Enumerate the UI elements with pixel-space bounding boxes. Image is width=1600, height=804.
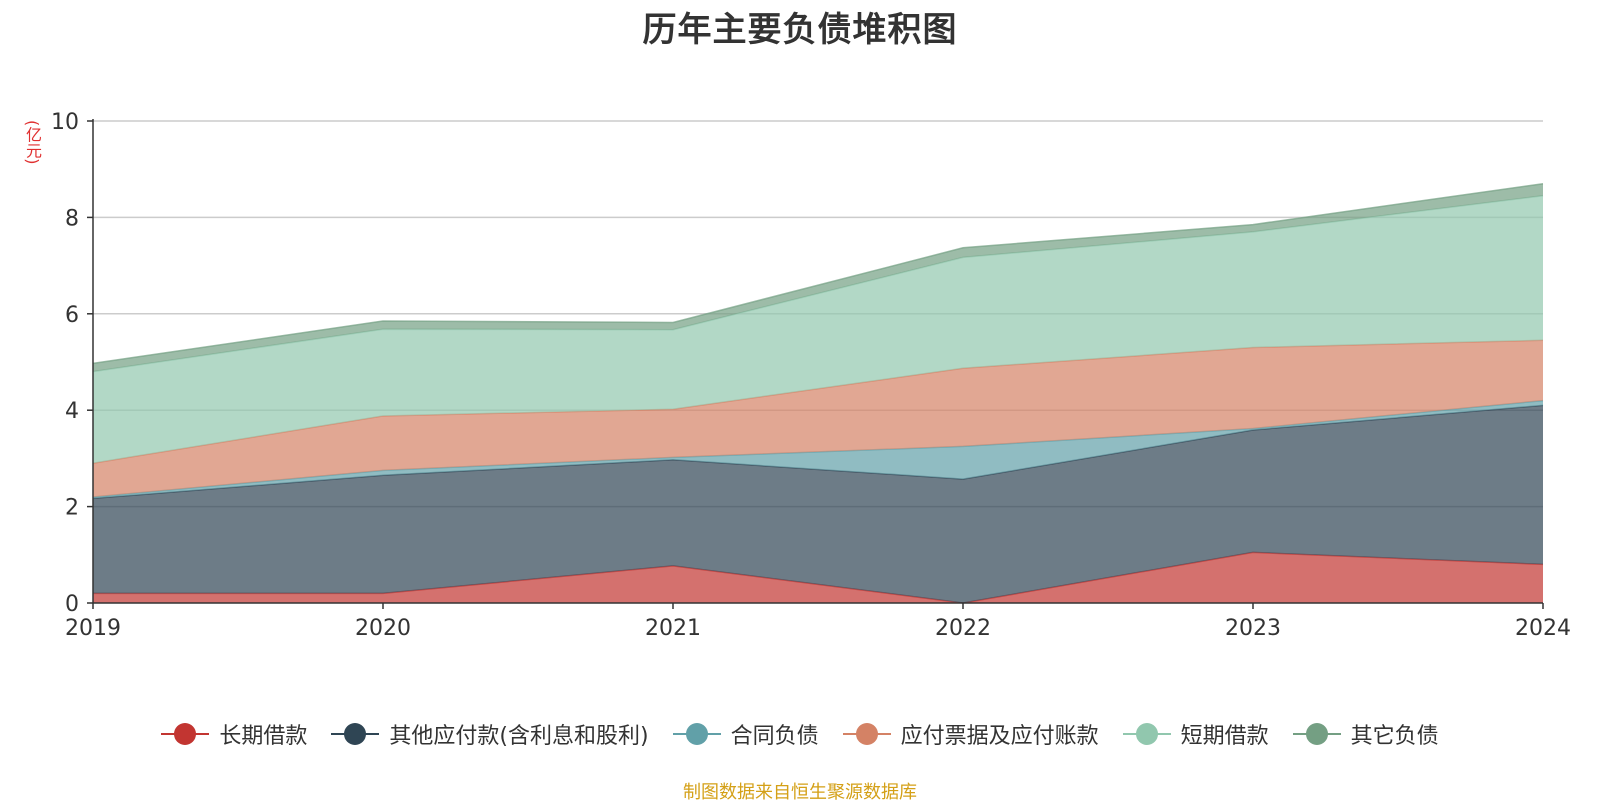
legend-label: 合同负债 [730, 724, 819, 749]
legend-item-4[interactable]: 应付票据及应付账款 [842, 718, 1099, 750]
legend-marker-icon [672, 722, 721, 746]
axes: 0 2 4 6 8 10 2019 2020 2021 2022 2023 2024 [51, 110, 1571, 641]
legend-label: 其它负债 [1350, 724, 1439, 749]
area-series-4[interactable] [93, 340, 1543, 497]
legend-marker-icon [161, 722, 210, 746]
y-axis-unit-label: (亿元) [23, 120, 42, 165]
area-series-5[interactable] [93, 195, 1543, 464]
y-tick-label-10: 10 [51, 110, 79, 135]
x-tick-label-2021: 2021 [645, 616, 701, 641]
legend-item-3[interactable]: 合同负债 [672, 718, 819, 750]
legend-item-1[interactable]: 长期借款 [161, 718, 307, 750]
legend-marker-icon [1122, 722, 1171, 746]
y-tick-label-4: 4 [65, 399, 79, 424]
stacked-area-chart: 0 2 4 6 8 10 2019 2020 2021 2022 2023 2024 [51, 110, 1571, 641]
legend-item-2[interactable]: 其他应付款(含利息和股利) [331, 718, 649, 750]
legend-label: 短期借款 [1180, 724, 1269, 749]
area-series-edge-6 [92, 182, 1544, 365]
y-tick-label-6: 6 [65, 303, 79, 328]
legend-label: 长期借款 [219, 724, 308, 749]
x-tick-label-2023: 2023 [1225, 616, 1281, 641]
legend-marker-icon [842, 722, 891, 746]
x-tick-label-2022: 2022 [935, 616, 991, 641]
x-tick-label-2020: 2020 [355, 616, 411, 641]
legend-marker-icon [331, 722, 380, 746]
legend-label: 其他应付款(含利息和股利) [389, 724, 649, 749]
data-source-note: 制图数据来自恒生聚源数据库 [683, 782, 917, 803]
x-tick-label-2019: 2019 [65, 616, 121, 641]
legend-label: 应付票据及应付账款 [900, 724, 1099, 749]
legend-item-5[interactable]: 短期借款 [1122, 718, 1269, 750]
area-series-2[interactable] [93, 405, 1543, 603]
legend-marker-icon [1292, 722, 1341, 746]
legend-item-6[interactable]: 其它负债 [1292, 718, 1439, 750]
x-tick-label-2024: 2024 [1515, 616, 1571, 641]
area-series [92, 182, 1544, 604]
legend: 长期借款 其他应付款(含利息和股利) 合同负债 应付票据及应付账款 短期借款 其它负债 [0, 718, 1600, 750]
y-tick-label-0: 0 [65, 592, 79, 617]
y-tick-label-8: 8 [65, 206, 79, 231]
chart-title: 历年主要负债堆积图 [642, 10, 958, 50]
y-tick-label-2: 2 [65, 496, 79, 521]
